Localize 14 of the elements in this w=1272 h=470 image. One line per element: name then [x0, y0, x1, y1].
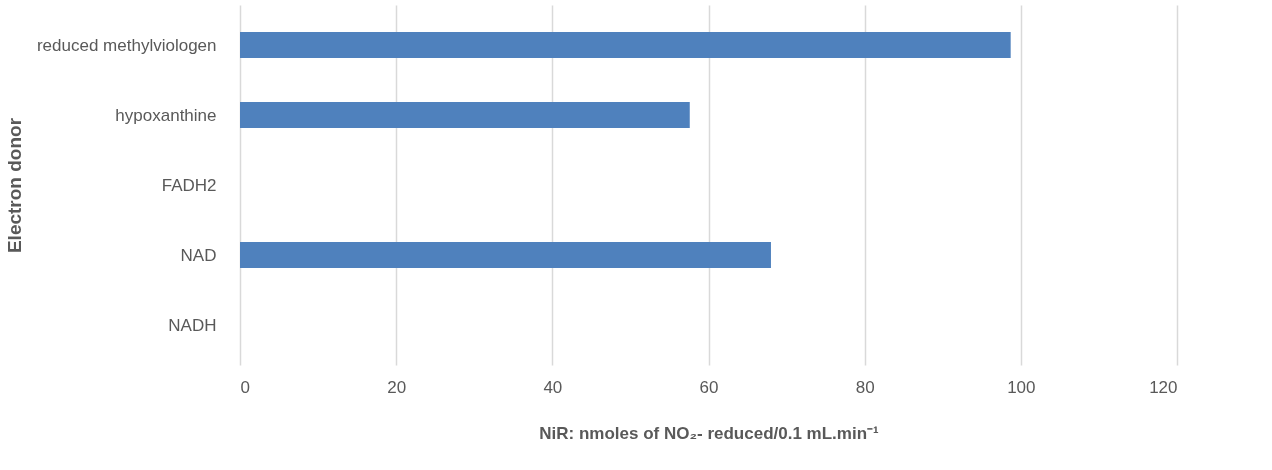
y-tick-label: NAD [180, 245, 217, 265]
x-tick-label: 80 [855, 377, 875, 397]
y-tick-label: hypoxanthine [115, 105, 217, 125]
y-tick-label: reduced methylviologen [36, 35, 217, 55]
x-axis-title: NiR: nmoles of NO₂- reduced/0.1 mL.min⁻¹ [539, 423, 880, 443]
y-axis-title: Electron donor [3, 117, 25, 254]
x-tick-label: 0 [240, 377, 250, 397]
x-tick-label: 40 [543, 377, 563, 397]
y-tick-label: FADH2 [161, 175, 217, 195]
x-tick-label: 60 [699, 377, 719, 397]
x-tick-label: 20 [387, 377, 407, 397]
x-tick-label: 100 [1007, 377, 1036, 397]
y-tick-label: NADH [168, 315, 217, 335]
x-tick-label: 120 [1149, 377, 1178, 397]
